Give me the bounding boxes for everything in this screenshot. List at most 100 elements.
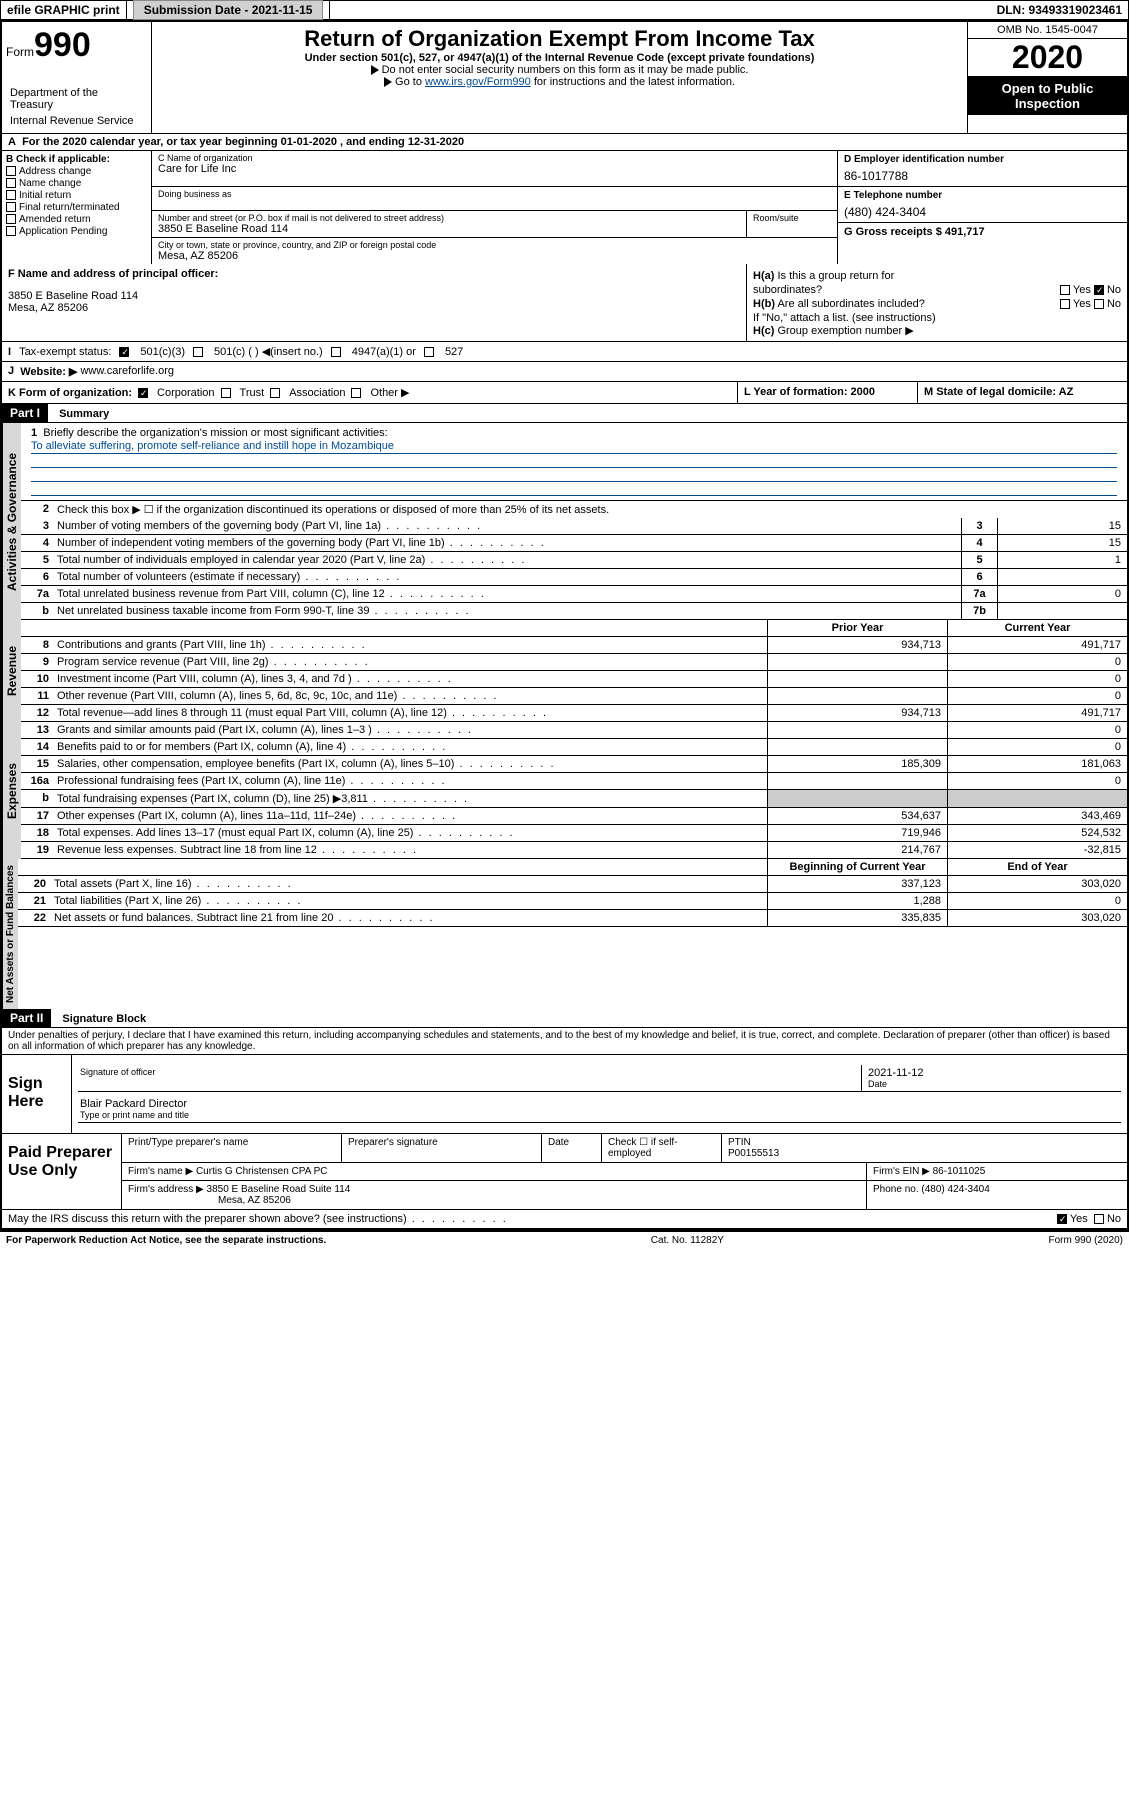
tax-year: 2020 xyxy=(968,39,1127,77)
section-d: D Employer identification number 86-1017… xyxy=(837,151,1127,264)
sign-here-block: Sign Here Signature of officer 2021-11-1… xyxy=(2,1054,1127,1134)
chk-address[interactable]: Address change xyxy=(6,166,147,177)
summary-line: 10Investment income (Part VIII, column (… xyxy=(21,671,1127,688)
summary-line: 16aProfessional fundraising fees (Part I… xyxy=(21,773,1127,790)
summary-line: 6Total number of volunteers (estimate if… xyxy=(21,569,1127,586)
chk-initial[interactable]: Initial return xyxy=(6,190,147,201)
dept-irs: Internal Revenue Service xyxy=(6,113,147,129)
form-header: Form990 Department of the Treasury Inter… xyxy=(2,22,1127,134)
summary-line: 15Salaries, other compensation, employee… xyxy=(21,756,1127,773)
chk-assoc[interactable] xyxy=(270,388,280,398)
summary-line: 17Other expenses (Part IX, column (A), l… xyxy=(21,808,1127,825)
section-bcd: B Check if applicable: Address change Na… xyxy=(2,151,1127,264)
phone-value: (480) 424-3404 xyxy=(844,201,1121,219)
instr-2: Go to www.irs.gov/Form990 for instructio… xyxy=(160,76,959,88)
chk-trust[interactable] xyxy=(221,388,231,398)
part-ii-header: Part II Signature Block xyxy=(2,1009,1127,1028)
form990-link[interactable]: www.irs.gov/Form990 xyxy=(425,76,531,88)
chk-527[interactable] xyxy=(424,347,434,357)
dept-treasury: Department of the Treasury xyxy=(6,85,147,113)
summary-governance: Activities & Governance 1 Briefly descri… xyxy=(2,423,1127,620)
mission-text: To alleviate suffering, promote self-rel… xyxy=(31,439,1117,454)
summary-expenses: Expenses 13Grants and similar amounts pa… xyxy=(2,722,1127,859)
title-box: Return of Organization Exempt From Incom… xyxy=(152,22,967,133)
org-name: Care for Life Inc xyxy=(158,163,831,175)
summary-line: 20Total assets (Part X, line 16)337,1233… xyxy=(18,876,1127,893)
section-h: H(a) Is this a group return for subordin… xyxy=(747,264,1127,341)
summary-line: 9Program service revenue (Part VIII, lin… xyxy=(21,654,1127,671)
summary-line: 12Total revenue—add lines 8 through 11 (… xyxy=(21,705,1127,722)
summary-line: 8Contributions and grants (Part VIII, li… xyxy=(21,637,1127,654)
right-box: OMB No. 1545-0047 2020 Open to Public In… xyxy=(967,22,1127,133)
form-subtitle: Under section 501(c), 527, or 4947(a)(1)… xyxy=(160,52,959,64)
footer: For Paperwork Reduction Act Notice, see … xyxy=(0,1232,1129,1249)
chk-pending[interactable]: Application Pending xyxy=(6,226,147,237)
gross-receipts: G Gross receipts $ 491,717 xyxy=(844,226,1121,238)
org-address: 3850 E Baseline Road 114 xyxy=(158,223,740,235)
submission-cell: Submission Date - 2021-11-15 xyxy=(127,1,331,19)
summary-line: 14Benefits paid to or for members (Part … xyxy=(21,739,1127,756)
inspection-label: Open to Public Inspection xyxy=(968,77,1127,115)
officer-name: Blair Packard Director xyxy=(80,1098,1119,1110)
submission-button[interactable]: Submission Date - 2021-11-15 xyxy=(133,0,324,20)
perjury-text: Under penalties of perjury, I declare th… xyxy=(2,1028,1127,1054)
irs-discuss-row: May the IRS discuss this return with the… xyxy=(2,1210,1127,1230)
vtab-netassets: Net Assets or Fund Balances xyxy=(2,859,18,1009)
sign-date: 2021-11-12 xyxy=(868,1067,1115,1079)
summary-line: 5Total number of individuals employed in… xyxy=(21,552,1127,569)
summary-line: 22Net assets or fund balances. Subtract … xyxy=(18,910,1127,927)
paid-preparer-block: Paid Preparer Use Only Print/Type prepar… xyxy=(2,1134,1127,1210)
ptin-value: P00155513 xyxy=(728,1148,779,1159)
chk-amended[interactable]: Amended return xyxy=(6,214,147,225)
summary-line: 4Number of independent voting members of… xyxy=(21,535,1127,552)
section-c: C Name of organization Care for Life Inc… xyxy=(152,151,837,264)
form-number-box: Form990 Department of the Treasury Inter… xyxy=(2,22,152,133)
period-row: A For the 2020 calendar year, or tax yea… xyxy=(2,134,1127,151)
summary-netassets: Net Assets or Fund Balances Beginning of… xyxy=(2,859,1127,1009)
vtab-expenses: Expenses xyxy=(2,722,21,859)
chk-other[interactable] xyxy=(351,388,361,398)
summary-line: 3Number of voting members of the governi… xyxy=(21,518,1127,535)
row-j-website: J Website: ▶ www.careforlife.org xyxy=(2,362,1127,382)
website-value: www.careforlife.org xyxy=(80,365,174,378)
section-f: F Name and address of principal officer:… xyxy=(2,264,747,341)
org-city: Mesa, AZ 85206 xyxy=(158,250,831,262)
period-a-label: A xyxy=(8,136,22,148)
summary-revenue: Revenue Prior YearCurrent Year 8Contribu… xyxy=(2,620,1127,722)
summary-line: bNet unrelated business taxable income f… xyxy=(21,603,1127,620)
firm-ein: 86-1011025 xyxy=(933,1166,986,1177)
dln-label: DLN: 93493319023461 xyxy=(991,1,1128,19)
vtab-revenue: Revenue xyxy=(2,620,21,722)
efile-label: efile GRAPHIC print xyxy=(1,1,127,19)
part-i-header: Part I Summary xyxy=(2,404,1127,423)
form-container: Form990 Department of the Treasury Inter… xyxy=(0,20,1129,1232)
ein-value: 86-1017788 xyxy=(844,165,1121,183)
chk-4947[interactable] xyxy=(331,347,341,357)
firm-phone: (480) 424-3404 xyxy=(921,1184,989,1195)
chk-final[interactable]: Final return/terminated xyxy=(6,202,147,213)
section-fh: F Name and address of principal officer:… xyxy=(2,264,1127,342)
topbar: efile GRAPHIC print Submission Date - 20… xyxy=(0,0,1129,20)
summary-line: 13Grants and similar amounts paid (Part … xyxy=(21,722,1127,739)
mission-block: 1 Briefly describe the organization's mi… xyxy=(21,423,1127,501)
omb-number: OMB No. 1545-0047 xyxy=(968,22,1127,39)
section-b: B Check if applicable: Address change Na… xyxy=(2,151,152,264)
summary-line: 11Other revenue (Part VIII, column (A), … xyxy=(21,688,1127,705)
row-i-tax-status: I Tax-exempt status: 501(c)(3) 501(c) ( … xyxy=(2,342,1127,362)
row-k: K Form of organization: Corporation Trus… xyxy=(2,382,1127,404)
summary-line: bTotal fundraising expenses (Part IX, co… xyxy=(21,790,1127,808)
form-title: Return of Organization Exempt From Incom… xyxy=(160,26,959,52)
chk-discuss-yes[interactable] xyxy=(1057,1214,1067,1224)
chk-name[interactable]: Name change xyxy=(6,178,147,189)
chk-discuss-no[interactable] xyxy=(1094,1214,1104,1224)
summary-line: 21Total liabilities (Part X, line 26)1,2… xyxy=(18,893,1127,910)
vtab-governance: Activities & Governance xyxy=(2,423,21,620)
chk-501c[interactable] xyxy=(193,347,203,357)
instr-1: Do not enter social security numbers on … xyxy=(160,64,959,76)
summary-line: 19Revenue less expenses. Subtract line 1… xyxy=(21,842,1127,859)
summary-line: 18Total expenses. Add lines 13–17 (must … xyxy=(21,825,1127,842)
summary-line: 7aTotal unrelated business revenue from … xyxy=(21,586,1127,603)
chk-501c3[interactable] xyxy=(119,347,129,357)
firm-name: Curtis G Christensen CPA PC xyxy=(196,1166,328,1177)
chk-corp[interactable] xyxy=(138,388,148,398)
